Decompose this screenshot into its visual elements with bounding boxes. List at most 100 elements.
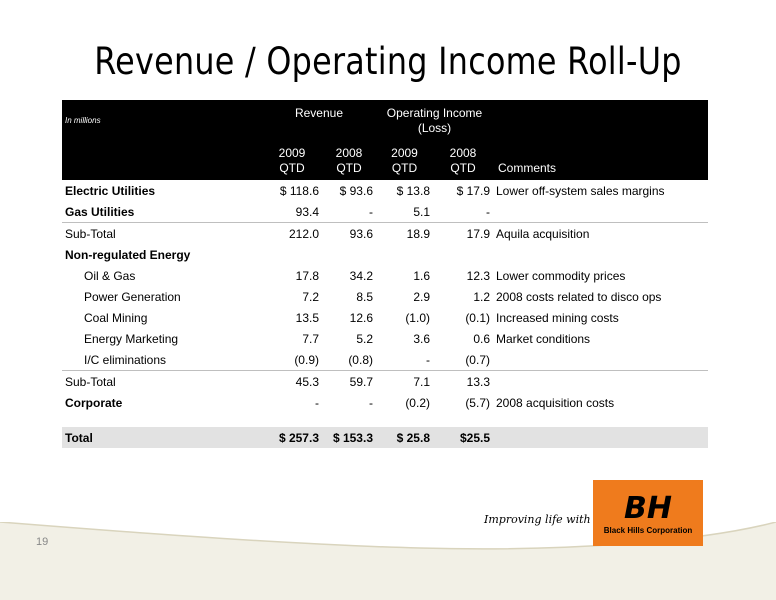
table-header-row-bottom: 2009 QTD 2008 QTD 2009 QTD 2008 QTD Comm… <box>62 140 708 180</box>
col-header-2009-revenue: 2009 QTD <box>262 140 322 180</box>
cell-value: (0.7) <box>465 352 490 367</box>
row-label: Coal Mining <box>84 310 148 325</box>
table-row: Gas Utilities 93.4 - 5.1 - <box>62 201 708 223</box>
page-number: 19 <box>36 536 49 548</box>
cell-value: 1.2 <box>473 289 490 304</box>
cell-value: (0.9) <box>294 352 319 367</box>
table-header-row-top: In millions Revenue Operating Income (Lo… <box>62 100 708 140</box>
table-row: I/C eliminations (0.9) (0.8) - (0.7) <box>62 349 708 371</box>
cell-value: $ 257.3 <box>262 427 322 448</box>
table-row: Corporate - - (0.2) (5.7) 2008 acquisiti… <box>62 392 708 413</box>
cell-value: $25.5 <box>433 427 493 448</box>
cell-value: 1.6 <box>413 268 430 283</box>
cell-value <box>322 244 376 265</box>
row-comment: Aquila acquisition <box>493 222 708 244</box>
cell-value: $ 13.8 <box>396 183 430 198</box>
row-label: Corporate <box>65 395 123 410</box>
row-label: Non-regulated Energy <box>65 247 191 262</box>
cell-value: (5.7) <box>465 395 490 410</box>
cell-value: 93.4 <box>295 204 319 219</box>
table-row: Power Generation 7.2 8.5 2.9 1.2 2008 co… <box>62 286 708 307</box>
table-row: Energy Marketing 7.7 5.2 3.6 0.6 Market … <box>62 328 708 349</box>
cell-value: (0.8) <box>348 352 373 367</box>
cell-value: 3.6 <box>413 331 430 346</box>
cell-value: $ 118.6 <box>279 183 319 198</box>
row-comment <box>493 370 708 392</box>
cell-value: 212.0 <box>262 222 322 244</box>
cell-value: 45.3 <box>262 370 322 392</box>
cell-value: 18.9 <box>376 222 433 244</box>
cell-value: 7.1 <box>376 370 433 392</box>
table-row: Coal Mining 13.5 12.6 (1.0) (0.1) Increa… <box>62 307 708 328</box>
cell-value: 12.3 <box>466 268 490 283</box>
table-row: Electric Utilities $ 118.6 $ 93.6 $ 13.8… <box>62 180 708 201</box>
logo-mark-text: BH <box>624 491 672 526</box>
col-header-comments: Comments <box>493 140 708 180</box>
black-hills-logo: BH Black Hills Corporation <box>593 480 703 546</box>
units-note: In millions <box>62 100 262 140</box>
cell-value: - <box>486 204 490 219</box>
row-label: Total <box>62 427 262 448</box>
cell-value <box>433 244 493 265</box>
cell-value <box>262 244 322 265</box>
cell-value: 8.5 <box>356 289 373 304</box>
row-comment: 2008 costs related to disco ops <box>496 289 662 304</box>
row-comment: Lower off-system sales margins <box>496 183 665 198</box>
cell-value: 5.2 <box>356 331 373 346</box>
cell-value: $ 17.9 <box>456 183 490 198</box>
table-row: Sub-Total 45.3 59.7 7.1 13.3 <box>62 370 708 392</box>
row-label: Electric Utilities <box>65 183 156 198</box>
cell-value: 2.9 <box>413 289 430 304</box>
spacer-row <box>62 413 708 427</box>
cell-value: 5.1 <box>413 204 430 219</box>
row-comment: 2008 acquisition costs <box>496 395 615 410</box>
row-label: Sub-Total <box>62 370 262 392</box>
cell-value: - <box>369 395 373 410</box>
total-row: Total $ 257.3 $ 153.3 $ 25.8 $25.5 <box>62 427 708 448</box>
row-label: Gas Utilities <box>65 204 135 219</box>
row-comment: Market conditions <box>496 331 591 346</box>
row-label: Oil & Gas <box>84 268 136 283</box>
cell-value: 7.7 <box>302 331 319 346</box>
table-row: Oil & Gas 17.8 34.2 1.6 12.3 Lower commo… <box>62 265 708 286</box>
table-row: Non-regulated Energy <box>62 244 708 265</box>
cell-value: $ 25.8 <box>376 427 433 448</box>
cell-value: 12.6 <box>349 310 373 325</box>
cell-value: (0.1) <box>465 310 490 325</box>
cell-value: 0.6 <box>473 331 490 346</box>
row-label: Energy Marketing <box>84 331 179 346</box>
cell-value <box>376 244 433 265</box>
operating-income-header: Operating Income (Loss) <box>376 100 493 140</box>
cell-value: 7.2 <box>302 289 319 304</box>
row-comment <box>493 427 708 448</box>
row-comment: Lower commodity prices <box>496 268 626 283</box>
row-label: I/C eliminations <box>84 352 167 367</box>
cell-value: 59.7 <box>322 370 376 392</box>
cell-value: 17.9 <box>433 222 493 244</box>
cell-value: (1.0) <box>405 310 430 325</box>
row-label: Power Generation <box>84 289 181 304</box>
logo-company-name: Black Hills Corporation <box>604 526 693 535</box>
row-label: Sub-Total <box>62 222 262 244</box>
bh-logo-mark: BH Black Hills Corporation <box>604 491 693 535</box>
cell-value: (0.2) <box>405 395 430 410</box>
revenue-table: In millions Revenue Operating Income (Lo… <box>62 100 708 448</box>
col-header-2008-opincome: 2008 QTD <box>433 140 493 180</box>
cell-value: 13.3 <box>433 370 493 392</box>
cell-value: 13.5 <box>295 310 319 325</box>
slide-title: Revenue / Operating Income Roll-Up <box>94 40 682 83</box>
revenue-header: Revenue <box>262 100 376 140</box>
row-comment <box>493 201 708 223</box>
cell-value: 34.2 <box>349 268 373 283</box>
row-comment <box>493 349 708 371</box>
cell-value: $ 153.3 <box>322 427 376 448</box>
cell-value: 17.8 <box>295 268 319 283</box>
cell-value: - <box>315 395 319 410</box>
col-header-2008-revenue: 2008 QTD <box>322 140 376 180</box>
cell-value: - <box>426 352 430 367</box>
row-comment: Increased mining costs <box>496 310 619 325</box>
table-row: Sub-Total 212.0 93.6 18.9 17.9 Aquila ac… <box>62 222 708 244</box>
col-header-2009-opincome: 2009 QTD <box>376 140 433 180</box>
row-comment <box>493 244 708 265</box>
cell-value: - <box>369 204 373 219</box>
